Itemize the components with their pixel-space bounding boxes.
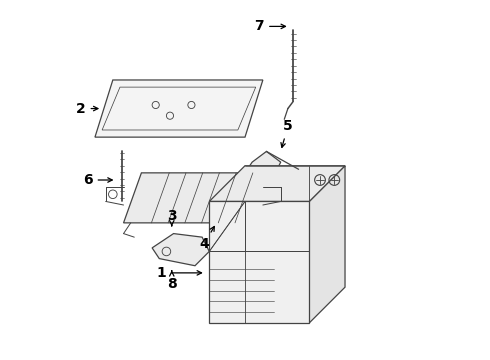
Text: 5: 5 bbox=[281, 120, 293, 147]
Text: 3: 3 bbox=[167, 209, 176, 226]
Text: 8: 8 bbox=[167, 271, 176, 291]
Polygon shape bbox=[123, 173, 281, 223]
Text: 7: 7 bbox=[254, 19, 286, 33]
Polygon shape bbox=[209, 166, 345, 202]
Polygon shape bbox=[102, 87, 256, 130]
Polygon shape bbox=[152, 234, 209, 266]
Polygon shape bbox=[209, 202, 309, 323]
Polygon shape bbox=[309, 166, 345, 323]
Polygon shape bbox=[245, 152, 281, 184]
Text: 6: 6 bbox=[83, 173, 112, 187]
Text: 1: 1 bbox=[156, 266, 201, 280]
Polygon shape bbox=[95, 80, 263, 137]
Text: 4: 4 bbox=[199, 226, 214, 251]
Text: 2: 2 bbox=[76, 102, 98, 116]
